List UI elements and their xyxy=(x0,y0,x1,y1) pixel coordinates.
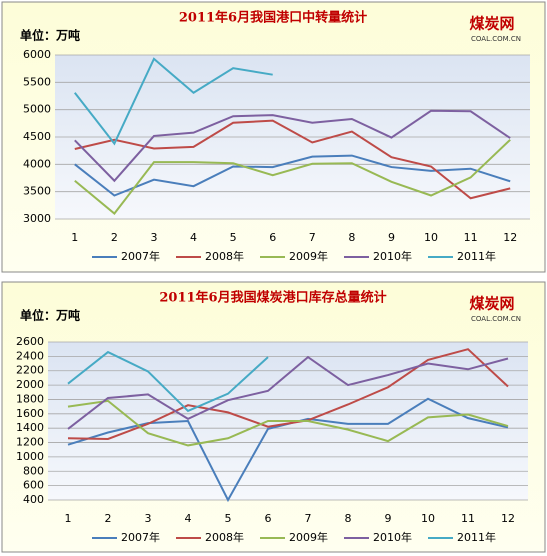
y-tick-label: 600 xyxy=(23,479,44,492)
y-tick-label: 4000 xyxy=(23,157,51,170)
x-tick-label: 3 xyxy=(150,231,157,244)
series-line xyxy=(67,355,509,430)
x-tick-label: 12 xyxy=(501,512,515,525)
y-tick-label: 4500 xyxy=(23,130,51,143)
x-tick-label: 1 xyxy=(71,231,78,244)
legend-label: 2011年 xyxy=(457,530,496,544)
y-tick-label: 3000 xyxy=(23,212,51,225)
x-tick-label: 7 xyxy=(305,512,312,525)
chart-title: 2011年6月我国港口中转量统计 xyxy=(179,10,367,26)
legend-label: 2010年 xyxy=(373,249,412,263)
logo: 煤炭网 xyxy=(469,295,514,313)
y-tick-label: 5500 xyxy=(23,75,51,88)
y-tick-label: 3500 xyxy=(23,185,51,198)
series-line xyxy=(74,57,273,146)
legend-label: 2007年 xyxy=(121,530,160,544)
x-tick-label: 8 xyxy=(348,231,355,244)
y-tick-label: 1200 xyxy=(16,436,44,449)
y-tick-label: 2200 xyxy=(16,364,44,377)
chart-title: 2011年6月我国煤炭港口库存总量统计 xyxy=(159,290,386,306)
y-tick-label: 1600 xyxy=(16,407,44,420)
x-tick-label: 4 xyxy=(185,512,192,525)
y-tick-label: 800 xyxy=(23,464,44,477)
y-tick-label: 2400 xyxy=(16,349,44,362)
legend-label: 2008年 xyxy=(205,249,244,263)
x-tick-label: 11 xyxy=(464,231,478,244)
logo: 煤炭网 xyxy=(469,15,514,33)
series-line xyxy=(74,119,511,200)
legend-label: 2010年 xyxy=(373,530,412,544)
legend-label: 2011年 xyxy=(457,249,496,263)
x-tick-label: 2 xyxy=(111,231,118,244)
y-axis-unit: 单位：万吨 xyxy=(20,28,80,43)
y-tick-label: 6000 xyxy=(23,48,51,61)
x-tick-label: 10 xyxy=(421,512,435,525)
x-tick-label: 5 xyxy=(230,231,237,244)
x-tick-label: 10 xyxy=(424,231,438,244)
x-tick-label: 12 xyxy=(503,231,517,244)
series-line xyxy=(67,399,509,447)
series-line xyxy=(67,350,269,413)
x-tick-label: 9 xyxy=(385,512,392,525)
x-tick-label: 2 xyxy=(105,512,112,525)
y-tick-label: 1400 xyxy=(16,421,44,434)
x-tick-label: 6 xyxy=(269,231,276,244)
legend-label: 2009年 xyxy=(289,249,328,263)
x-tick-label: 9 xyxy=(388,231,395,244)
x-tick-label: 4 xyxy=(190,231,197,244)
y-tick-label: 1000 xyxy=(16,450,44,463)
x-tick-label: 1 xyxy=(65,512,72,525)
y-tick-label: 5000 xyxy=(23,103,51,116)
x-tick-label: 7 xyxy=(309,231,316,244)
y-tick-label: 2000 xyxy=(16,378,44,391)
legend-label: 2008年 xyxy=(205,530,244,544)
legend-label: 2009年 xyxy=(289,530,328,544)
logo-domain: COAL.COM.CN xyxy=(471,315,521,323)
series-line xyxy=(74,139,511,215)
x-tick-label: 3 xyxy=(145,512,152,525)
y-tick-label: 2600 xyxy=(16,335,44,348)
x-tick-label: 11 xyxy=(461,512,475,525)
y-axis-unit: 单位：万吨 xyxy=(20,308,80,323)
logo-domain: COAL.COM.CN xyxy=(471,35,521,43)
y-tick-label: 400 xyxy=(23,493,44,506)
y-tick-label: 1800 xyxy=(16,392,44,405)
x-tick-label: 5 xyxy=(225,512,232,525)
series-line xyxy=(67,348,509,440)
x-tick-label: 6 xyxy=(265,512,272,525)
series-line xyxy=(74,109,511,183)
x-tick-label: 8 xyxy=(345,512,352,525)
legend-label: 2007年 xyxy=(121,249,160,263)
